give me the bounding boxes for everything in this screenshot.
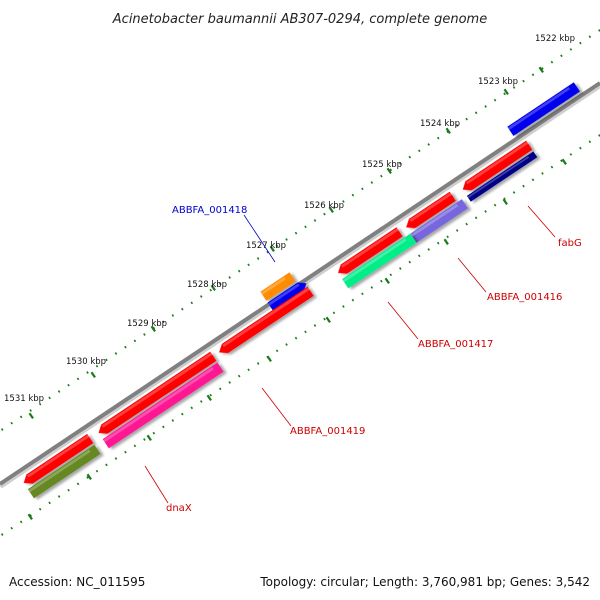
gene-upper-blue-highlight [507, 87, 571, 130]
major-tick [269, 245, 275, 253]
gene-fabG-red-highlight [466, 141, 529, 185]
gene-dnaX-red[interactable] [95, 351, 217, 438]
gene-fabG-navy[interactable] [466, 151, 538, 202]
gene-fabG-red[interactable] [460, 140, 533, 195]
major-tick [384, 277, 390, 285]
leader-line [457, 257, 487, 293]
gene-left-red[interactable] [21, 433, 94, 488]
gene-labels: ABBFA_001418 fabG ABBFA_001416 ABBFA_001… [166, 205, 582, 514]
gene-ABBFA_001416-red-highlight [409, 192, 452, 223]
tick-label: 1524 kbp [420, 119, 460, 129]
major-tick [150, 325, 156, 333]
gene-ABBFA_001418-orange-highlight [260, 277, 286, 295]
genome-info-text: Topology: circular; Length: 3,760,981 bp… [259, 575, 590, 589]
gene-fabG-navy-highlight [467, 156, 530, 199]
gene-dnaX-pink-highlight [103, 367, 214, 443]
gene-left-olive[interactable] [27, 444, 101, 499]
gene-label-ABBFA_001418[interactable]: ABBFA_001418 [172, 205, 247, 216]
major-tick [86, 473, 92, 481]
major-tick [386, 167, 392, 175]
gene-ABBFA_001419-red-highlight [222, 287, 310, 348]
leader-line [261, 387, 292, 427]
leader-line [527, 205, 556, 238]
major-tick [210, 284, 216, 292]
tick-label: 1528 kbp [187, 280, 227, 290]
gene-label-ABBFA_001417[interactable]: ABBFA_001417 [418, 339, 493, 350]
gene-ABBFA_001418-orange[interactable] [260, 272, 296, 301]
gene-ABBFA_001417-red[interactable] [335, 227, 403, 277]
major-tick [443, 238, 449, 246]
gene-label-dnaX[interactable]: dnaX [166, 503, 192, 514]
tick-labels: 1522 kbp 1523 kbp 1524 kbp 1525 kbp 1526… [4, 34, 575, 404]
gene-left-olive-highlight [28, 449, 91, 493]
tick-marks [0, 29, 600, 537]
gene-ABBFA_001419-red[interactable] [216, 286, 314, 357]
gene-ABBFA_001417-red-highlight [341, 228, 399, 268]
major-tick [561, 158, 567, 166]
major-tick [146, 434, 152, 442]
tick-label: 1529 kbp [127, 319, 167, 329]
accession-text: Accession: NC_011595 [9, 575, 145, 589]
gene-left-red-highlight [27, 434, 90, 478]
tick-label: 1523 kbp [478, 77, 518, 87]
tick-label: 1522 kbp [535, 34, 575, 44]
major-tick [90, 371, 96, 379]
gene-ABBFA_001416-lav[interactable] [410, 199, 468, 243]
major-tick [328, 206, 334, 214]
leader-line [144, 465, 169, 504]
tick-label: 1526 kbp [304, 201, 344, 211]
major-tick [266, 355, 272, 363]
gene-label-ABBFA_001416[interactable]: ABBFA_001416 [487, 292, 562, 303]
gene-ABBFA_001417-teal[interactable] [342, 233, 417, 289]
leader-line [243, 214, 276, 263]
gene-ABBFA_001417-teal-highlight [342, 238, 407, 283]
tick-label: 1525 kbp [362, 160, 402, 170]
leader-lines [144, 205, 556, 504]
major-tick [206, 394, 212, 402]
gene-ABBFA_001416-red[interactable] [403, 191, 456, 232]
gene-ABBFA_001418-blue-highlight [268, 283, 300, 306]
gene-label-ABBFA_001419[interactable]: ABBFA_001419 [290, 426, 365, 437]
gene-ABBFA_001418-blue[interactable] [267, 279, 310, 312]
gene-ABBFA_001416-lav-highlight [410, 203, 459, 237]
major-tick [502, 198, 508, 206]
gene-dnaX-red-highlight [101, 352, 213, 428]
tick-label: 1530 kbp [66, 357, 106, 367]
gene-label-fabG[interactable]: fabG [558, 238, 582, 249]
tick-row [0, 134, 600, 537]
tick-label: 1527 kbp [246, 241, 286, 251]
major-tick [538, 66, 544, 74]
map-title: Acinetobacter baumannii AB307-0294, comp… [112, 12, 487, 27]
gene-upper-blue[interactable] [507, 82, 580, 136]
major-tick [28, 412, 34, 420]
major-tick [325, 316, 331, 324]
tick-row [0, 29, 600, 432]
major-tick [27, 513, 33, 521]
tick-label: 1531 kbp [4, 394, 44, 404]
major-tick [445, 127, 451, 135]
gene-features [21, 82, 580, 499]
leader-line [387, 301, 419, 340]
gene-dnaX-pink[interactable] [102, 362, 224, 449]
major-tick [503, 88, 509, 96]
